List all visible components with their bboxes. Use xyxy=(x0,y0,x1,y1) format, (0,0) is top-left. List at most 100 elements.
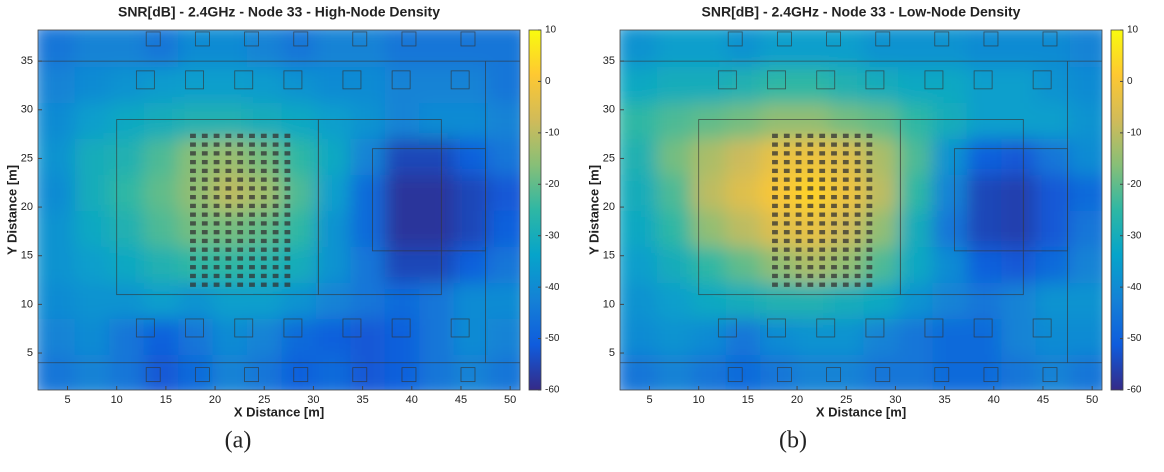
desk-group xyxy=(767,70,786,90)
desk xyxy=(807,151,814,156)
heat-cell xyxy=(419,66,455,103)
heat-cell xyxy=(932,30,968,67)
heat-cell xyxy=(74,102,110,139)
desk xyxy=(190,203,196,209)
desk xyxy=(772,142,778,147)
heat-cell xyxy=(656,246,692,283)
heat-cell xyxy=(315,174,351,211)
heat-cell xyxy=(1035,210,1071,247)
desk-group xyxy=(924,318,944,338)
desk xyxy=(795,247,802,252)
heat-cell xyxy=(794,102,830,139)
heat-cell xyxy=(656,354,692,390)
desk xyxy=(772,151,778,156)
colorbar xyxy=(1110,29,1124,391)
heat-cell xyxy=(143,282,179,319)
colorbar-tick-label: -30 xyxy=(1127,230,1142,241)
heat-cell xyxy=(897,210,933,247)
desk xyxy=(854,159,861,165)
heat-cell xyxy=(1070,30,1102,67)
desk xyxy=(284,195,291,200)
heat-cell xyxy=(725,30,761,67)
desk xyxy=(795,151,802,156)
colorbar-tick-label: -30 xyxy=(545,230,560,241)
desk xyxy=(807,256,814,261)
heat-cell xyxy=(1035,66,1071,103)
desk xyxy=(225,238,232,244)
desk xyxy=(201,256,208,261)
desk xyxy=(201,142,208,147)
desk xyxy=(249,151,255,156)
desk xyxy=(190,247,196,252)
desk xyxy=(842,230,849,235)
desk xyxy=(831,203,837,209)
heat-cell xyxy=(247,30,282,67)
heat-cell xyxy=(863,102,899,139)
heatmap xyxy=(38,30,520,390)
heat-cell xyxy=(212,30,248,67)
plot-area xyxy=(38,30,520,390)
desk xyxy=(213,142,220,147)
desk xyxy=(284,186,291,191)
heat-cell xyxy=(1070,246,1102,283)
desk xyxy=(260,203,267,209)
heat-cell xyxy=(38,354,76,390)
desk xyxy=(795,203,802,209)
heat-cell xyxy=(829,66,864,103)
desk xyxy=(249,168,255,174)
desk xyxy=(831,195,837,200)
chart-title: SNR[dB] - 2.4GHz - Node 33 - High-Node D… xyxy=(118,4,440,20)
heat-cell xyxy=(74,210,110,247)
heat-cell xyxy=(966,282,1002,319)
floor-plan xyxy=(38,31,520,383)
heat-cell xyxy=(38,282,76,319)
desk xyxy=(272,186,279,191)
cabinet xyxy=(826,367,841,383)
heat-cell xyxy=(212,66,248,103)
cabinet xyxy=(776,367,792,383)
heat-cell xyxy=(143,174,179,211)
heat-cell xyxy=(1001,246,1037,283)
heat-cell xyxy=(620,246,658,283)
desk xyxy=(272,203,279,209)
heat-cell xyxy=(109,282,145,319)
heat-cell xyxy=(656,102,692,139)
heat-cell xyxy=(74,318,110,355)
desk xyxy=(190,230,196,235)
desk xyxy=(272,168,279,174)
desk xyxy=(831,247,837,252)
cabinet xyxy=(293,31,309,47)
heatmap xyxy=(620,30,1102,390)
heat-cell xyxy=(1070,138,1102,175)
desk xyxy=(783,151,790,156)
desk xyxy=(225,186,232,191)
desk xyxy=(249,256,255,261)
desk xyxy=(249,159,255,165)
desk-group xyxy=(450,70,470,90)
desk xyxy=(866,195,873,200)
desk xyxy=(819,151,826,156)
desk xyxy=(842,133,849,139)
desk xyxy=(783,247,790,252)
desk-group xyxy=(717,70,737,90)
heat-cell xyxy=(109,66,145,103)
desk xyxy=(842,256,849,261)
heat-cell xyxy=(315,354,351,390)
plot-area xyxy=(620,30,1102,390)
desk xyxy=(237,195,244,200)
desk xyxy=(213,195,220,200)
desk-group xyxy=(234,318,254,338)
desk xyxy=(819,133,826,139)
heat-cell xyxy=(620,102,658,139)
heat-cell xyxy=(453,66,489,103)
heat-cell xyxy=(932,246,968,283)
heat-cell xyxy=(38,246,76,283)
heat-cell xyxy=(829,354,864,390)
desk xyxy=(807,212,814,217)
heat-cell xyxy=(691,282,727,319)
desk xyxy=(819,247,826,252)
desk xyxy=(213,265,220,270)
desk xyxy=(866,168,873,174)
desk xyxy=(190,265,196,270)
